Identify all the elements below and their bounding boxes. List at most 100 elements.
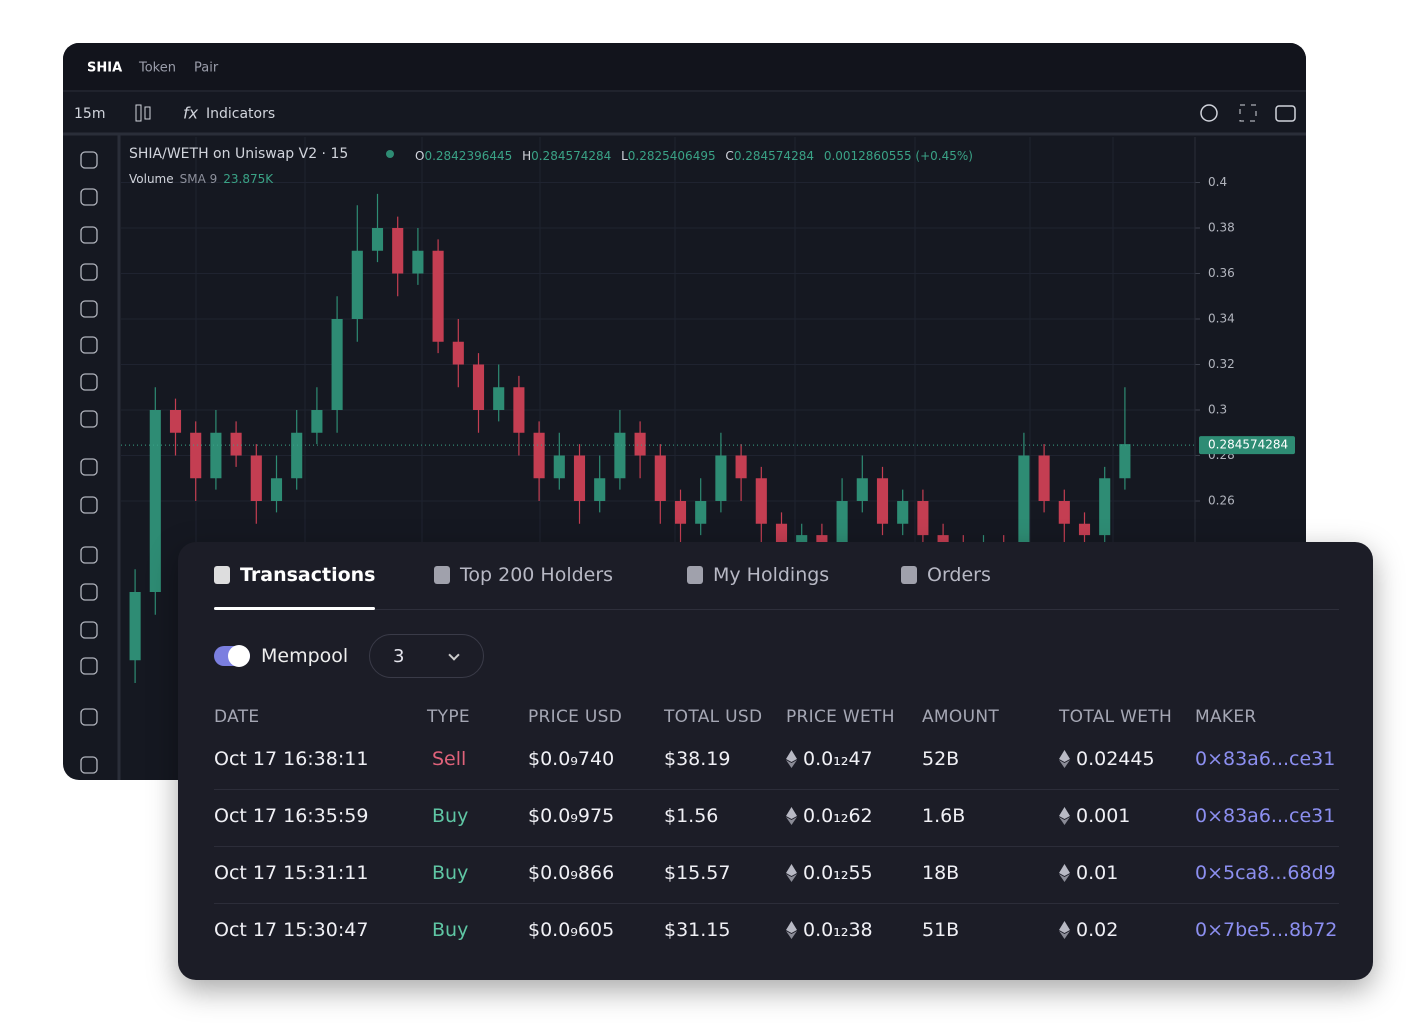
fx-icon: fx <box>183 104 199 123</box>
header-tab[interactable]: Token <box>138 61 176 76</box>
last-price-tag <box>1199 436 1295 455</box>
cell-total-usd: $31.15 <box>664 919 730 941</box>
cell-total-weth: 0.001 <box>1059 805 1130 827</box>
tab[interactable]: Transactions <box>214 564 375 586</box>
candle-body <box>573 455 586 501</box>
cell-text: Buy <box>432 862 469 884</box>
candle-body <box>291 432 303 479</box>
cell-text[interactable]: 0×83a6...ce31 <box>1195 748 1336 770</box>
legend-value: 0.2842396445 <box>424 149 512 163</box>
candle-body <box>533 432 545 479</box>
y-tick-label: 0.38 <box>1208 221 1235 235</box>
tab-label: Orders <box>927 564 991 586</box>
candle-body <box>250 455 262 501</box>
tool-icon[interactable] <box>80 583 98 601</box>
candle-body <box>432 250 444 342</box>
cell-total-weth: 0.02445 <box>1059 748 1155 770</box>
cell-text[interactable]: 0×83a6...ce31 <box>1195 805 1336 827</box>
tool-icon[interactable] <box>80 410 98 428</box>
legend-label: O <box>415 149 424 163</box>
tool-icon[interactable] <box>80 188 98 206</box>
eth-top <box>1059 807 1070 819</box>
cell-total-usd: $1.56 <box>664 805 718 827</box>
tool-icon[interactable] <box>80 621 98 639</box>
cell-text: 0.02 <box>1076 919 1119 941</box>
tool-icon[interactable] <box>80 657 98 675</box>
candle-body <box>876 478 889 524</box>
y-tick-label: 0.32 <box>1208 357 1235 371</box>
tool-icon[interactable] <box>80 151 98 169</box>
cell-text: 18B <box>922 862 960 884</box>
column-header: PRICE USD <box>528 707 623 727</box>
tool-icon[interactable] <box>80 708 98 726</box>
camera-icon[interactable] <box>1275 105 1296 122</box>
cell-price-weth: 0.0₁₂38 <box>786 919 873 941</box>
tool-icon[interactable] <box>80 300 98 318</box>
tool-icon[interactable] <box>80 336 98 354</box>
cell-text[interactable]: 0×7be5...8b72 <box>1195 919 1338 941</box>
candle-body <box>775 523 788 547</box>
candle-body <box>331 319 343 410</box>
column-header: AMOUNT <box>922 707 1000 727</box>
fullscreen-icon[interactable] <box>1239 104 1257 122</box>
cell-date: Oct 17 15:30:47 <box>214 919 368 941</box>
tool-icon[interactable] <box>80 458 98 476</box>
cell-text: 0.01 <box>1076 862 1119 884</box>
cell-text: $38.19 <box>664 748 731 770</box>
cell-text: Oct 17 16:38:11 <box>214 748 369 770</box>
tool-icon[interactable] <box>80 373 98 391</box>
column-header: TOTAL USD <box>664 707 763 727</box>
cell-type: Buy <box>432 862 468 884</box>
cell-total-weth: 0.01 <box>1059 862 1118 884</box>
candle-body <box>392 228 404 274</box>
indicators[interactable]: Indicators <box>206 106 275 122</box>
cell-text: 0.0₁₂55 <box>803 862 873 884</box>
mempool-toggle[interactable] <box>214 645 250 667</box>
tool-icon[interactable] <box>80 756 98 774</box>
eth-top <box>786 921 797 933</box>
tab[interactable]: Orders <box>901 564 991 586</box>
cell-text[interactable]: 0×5ca8...68d9 <box>1195 862 1336 884</box>
tool-icon[interactable] <box>80 263 98 281</box>
candle-body <box>472 364 485 410</box>
header-tab[interactable]: Pair <box>194 61 219 76</box>
candle-body <box>836 501 848 547</box>
tab[interactable]: Top 200 Holders <box>434 564 613 586</box>
cell-text: $0.0₉740 <box>528 748 615 770</box>
candle-body <box>1078 523 1091 536</box>
candle-body <box>614 432 626 479</box>
eth-bottom <box>786 760 797 768</box>
candle-icon <box>135 104 142 122</box>
candle-body <box>654 455 666 501</box>
sma-value: 23.875K <box>223 172 274 186</box>
candle-body <box>796 535 808 547</box>
eth-bottom <box>1059 760 1070 768</box>
candle-body <box>190 432 202 479</box>
candle-icon <box>144 106 151 120</box>
candle-body <box>493 387 505 410</box>
tab[interactable]: My Holdings <box>687 564 829 586</box>
candle-body <box>917 501 929 536</box>
settings-icon[interactable] <box>1200 104 1218 122</box>
row-separator <box>214 903 1339 904</box>
interval[interactable]: 15m <box>74 106 105 122</box>
tool-icon[interactable] <box>80 546 98 564</box>
tool-icon[interactable] <box>80 226 98 244</box>
cell-text: $31.15 <box>664 919 731 941</box>
column-header: PRICE WETH <box>786 707 895 727</box>
cell-text: $1.56 <box>664 805 719 827</box>
eth-bottom <box>786 817 797 825</box>
y-tick-label: 0.3 <box>1208 403 1227 417</box>
eth-icon <box>1059 921 1070 939</box>
tool-icon[interactable] <box>80 496 98 514</box>
mempool-label: Mempool <box>261 645 349 667</box>
candle-body <box>755 478 767 524</box>
eth-top <box>1059 921 1070 933</box>
cell-price-usd: $0.0₉605 <box>528 919 614 941</box>
legend-label: L <box>621 149 628 163</box>
legend-value: 0.2825406495 <box>628 149 716 163</box>
tab-icon <box>901 566 917 584</box>
candle-body <box>735 455 747 479</box>
cell-text: 0.0₁₂38 <box>803 919 873 941</box>
count-select[interactable]: 3 <box>369 634 484 678</box>
